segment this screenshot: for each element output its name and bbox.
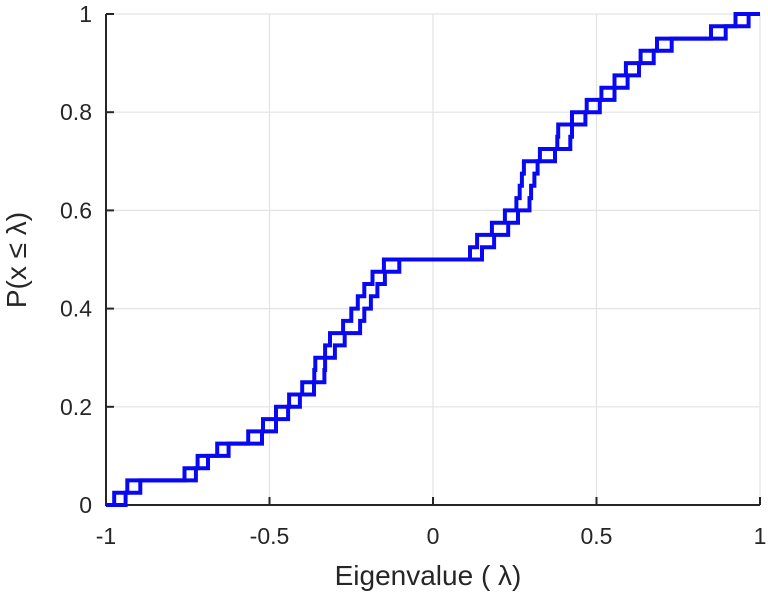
tick-labels: -1 -0.5 0 0.5 1 0 0.2 0.4 0.6 0.8 1	[60, 1, 766, 549]
x-tick-label: -1	[96, 523, 116, 549]
grid-lines	[106, 13, 761, 505]
x-tick-label: -0.5	[250, 523, 290, 549]
ecdf-curve-2-line	[106, 12, 760, 507]
x-axis-label: Eigenvalue ( λ)	[335, 560, 522, 591]
y-tick-label: 0.8	[60, 99, 92, 125]
y-tick-label: 1	[79, 1, 92, 27]
y-tick-label: 0.4	[60, 296, 92, 322]
y-axis-label: P(x ≤ λ)	[1, 212, 32, 308]
x-tick-label: 0.5	[581, 523, 613, 549]
x-tick-label: 0	[427, 523, 440, 549]
x-tick-label: 1	[754, 523, 767, 549]
y-tick-label: 0.6	[60, 197, 92, 223]
plot-series	[106, 12, 760, 507]
y-tick-label: 0	[79, 492, 92, 518]
y-tick-label: 0.2	[60, 394, 92, 420]
